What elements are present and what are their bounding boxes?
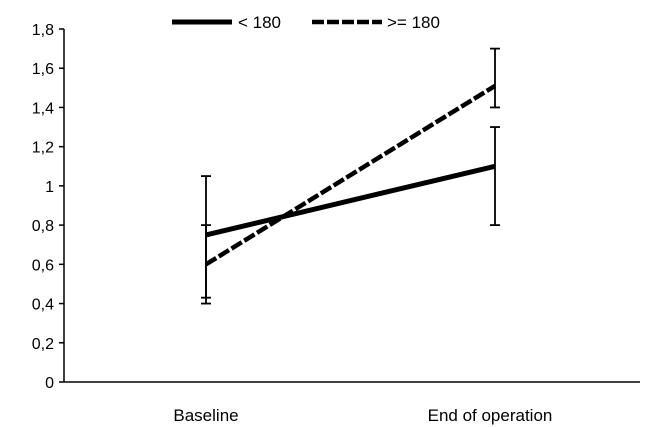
chart-series	[201, 47, 500, 305]
series-line-1	[205, 163, 496, 238]
y-tick-label: 0,4	[32, 297, 54, 314]
y-tick-label: 0	[45, 375, 54, 392]
x-axis-labels: Baseline End of operation	[173, 406, 552, 425]
y-tick-label: 1,4	[32, 100, 54, 117]
legend-label-2: >= 180	[387, 13, 440, 32]
y-tick-label: 1,2	[32, 140, 54, 157]
y-tick-label: 1,8	[32, 22, 54, 39]
legend-label-1: < 180	[238, 13, 281, 32]
y-tick-label: 0,2	[32, 336, 54, 353]
x-tick-label: End of operation	[428, 406, 553, 425]
y-tick-label: 1	[45, 179, 54, 196]
chart-legend: < 180 >= 180	[172, 13, 440, 32]
x-tick-label: Baseline	[173, 406, 238, 425]
chart-axes	[63, 29, 640, 383]
y-axis-ticks: 0 0,2 0,4 0,6 0,8 1 1,2 1,4 1,6 1,8	[32, 22, 64, 392]
y-tick-label: 0,6	[32, 257, 54, 274]
y-tick-label: 0,8	[32, 218, 54, 235]
series-line-2	[204, 83, 497, 267]
y-tick-label: 1,6	[32, 61, 54, 78]
